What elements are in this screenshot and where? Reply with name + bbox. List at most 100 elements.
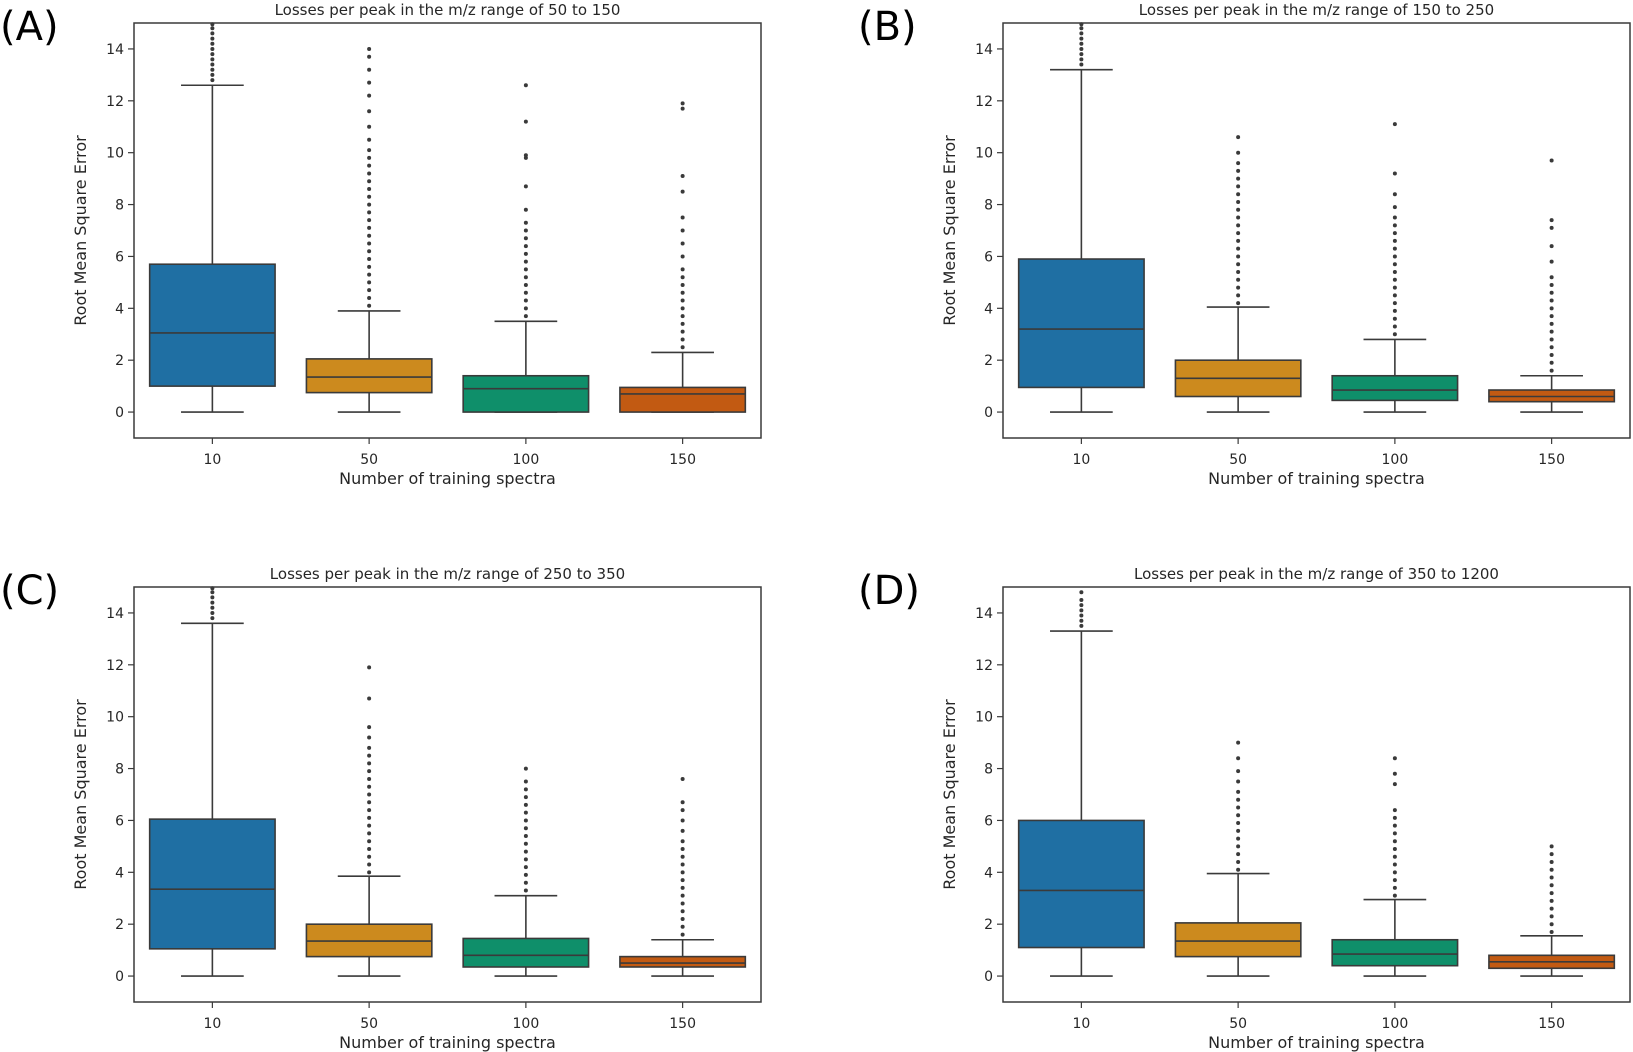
x-tick-label: 10: [203, 452, 221, 468]
box-150: [1488, 844, 1616, 977]
outlier-point: [680, 306, 685, 311]
outlier-point: [680, 854, 685, 859]
outlier-point: [1392, 771, 1397, 776]
outlier-point: [1236, 207, 1241, 212]
outlier-point: [523, 119, 528, 124]
outlier-point: [680, 314, 685, 319]
box-100: [462, 83, 590, 413]
x-axis-label: Number of training spectra: [339, 469, 556, 488]
outlier-point: [523, 267, 528, 272]
outlier-point: [367, 870, 372, 875]
chart-panel-1: (A) Losses per peak in the m/z range of 5…: [0, 1, 762, 488]
outlier-point: [1549, 914, 1554, 919]
outlier-point: [1549, 368, 1554, 373]
outlier-point: [680, 932, 685, 937]
outlier-point: [680, 329, 685, 334]
x-tick-label: 50: [1229, 1016, 1247, 1032]
box-100: [462, 766, 590, 977]
outlier-point: [1392, 308, 1397, 313]
outlier-point: [1079, 608, 1084, 613]
outlier-point: [523, 228, 528, 233]
outlier-point: [367, 54, 372, 59]
outlier-point: [1392, 277, 1397, 282]
chart-title: Losses per peak in the m/z range of 50 t…: [275, 1, 621, 19]
x-tick-label: 100: [1382, 452, 1409, 468]
box-100: [1331, 122, 1459, 413]
box-body: [148, 263, 276, 387]
outlier-point: [523, 184, 528, 189]
outlier-point: [523, 766, 528, 771]
y-tick-label: 14: [975, 42, 993, 58]
outlier-point: [367, 815, 372, 820]
outlier-point: [1236, 836, 1241, 841]
outlier-point: [680, 275, 685, 280]
plot-frame: [1002, 22, 1631, 439]
outlier-point: [367, 218, 372, 223]
y-tick-label: 8: [115, 198, 124, 214]
outlier-point: [367, 257, 372, 262]
y-tick-label: 2: [115, 917, 124, 933]
outlier-point: [680, 254, 685, 259]
outlier-point: [680, 345, 685, 350]
outlier-point: [1392, 870, 1397, 875]
outlier-point: [1549, 259, 1554, 264]
outlier-point: [1549, 298, 1554, 303]
outlier-point: [1392, 171, 1397, 176]
outlier-point: [1236, 231, 1241, 236]
x-tick-label: 50: [360, 452, 378, 468]
outlier-point: [680, 800, 685, 805]
outlier-point: [1392, 316, 1397, 321]
outlier-point: [1079, 52, 1084, 57]
outlier-point: [1236, 246, 1241, 251]
chart-title: Losses per peak in the m/z range of 150 …: [1139, 1, 1494, 19]
outlier-point: [367, 210, 372, 215]
outlier-point: [1392, 192, 1397, 197]
outlier-point: [1549, 290, 1554, 295]
outlier-point: [1079, 603, 1084, 608]
outlier-point: [1236, 828, 1241, 833]
x-axis-label: Number of training spectra: [1208, 1033, 1425, 1052]
outlier-point: [1079, 597, 1084, 602]
outlier-point: [680, 818, 685, 823]
outlier-point: [1392, 756, 1397, 761]
outlier-point: [367, 288, 372, 293]
outlier-point: [680, 870, 685, 875]
outlier-point: [680, 215, 685, 220]
outlier-point: [1236, 238, 1241, 243]
outlier-point: [210, 605, 215, 610]
outlier-point: [367, 831, 372, 836]
outlier-point: [367, 761, 372, 766]
y-tick-label: 12: [106, 658, 124, 674]
outlier-point: [523, 306, 528, 311]
outlier-point: [680, 828, 685, 833]
y-tick-label: 6: [115, 249, 124, 265]
outlier-point: [367, 93, 372, 98]
y-tick-label: 0: [984, 969, 993, 985]
outlier-point: [1549, 244, 1554, 249]
outlier-point: [523, 298, 528, 303]
outlier-point: [367, 303, 372, 308]
outlier-point: [1392, 839, 1397, 844]
outlier-point: [1392, 815, 1397, 820]
outlier-point: [523, 275, 528, 280]
outlier-point: [367, 137, 372, 142]
outlier-point: [1549, 867, 1554, 872]
x-tick-label: 10: [203, 1016, 221, 1032]
outlier-point: [1549, 337, 1554, 342]
outlier-point: [1236, 867, 1241, 872]
outlier-point: [680, 298, 685, 303]
box-body: [1331, 938, 1459, 967]
outlier-point: [1236, 270, 1241, 274]
outlier-point: [680, 267, 685, 272]
outlier-point: [367, 155, 372, 160]
outlier-point: [367, 854, 372, 859]
x-axis-label: Number of training spectra: [339, 1033, 556, 1052]
y-axis-label: Root Mean Square Error: [71, 135, 90, 326]
outlier-point: [1236, 277, 1241, 282]
box-body: [619, 955, 747, 968]
outlier-point: [1549, 898, 1554, 903]
outlier-point: [210, 36, 215, 41]
box-50: [305, 46, 433, 413]
chart-title: Losses per peak in the m/z range of 250 …: [270, 565, 625, 583]
outlier-point: [1236, 293, 1241, 298]
